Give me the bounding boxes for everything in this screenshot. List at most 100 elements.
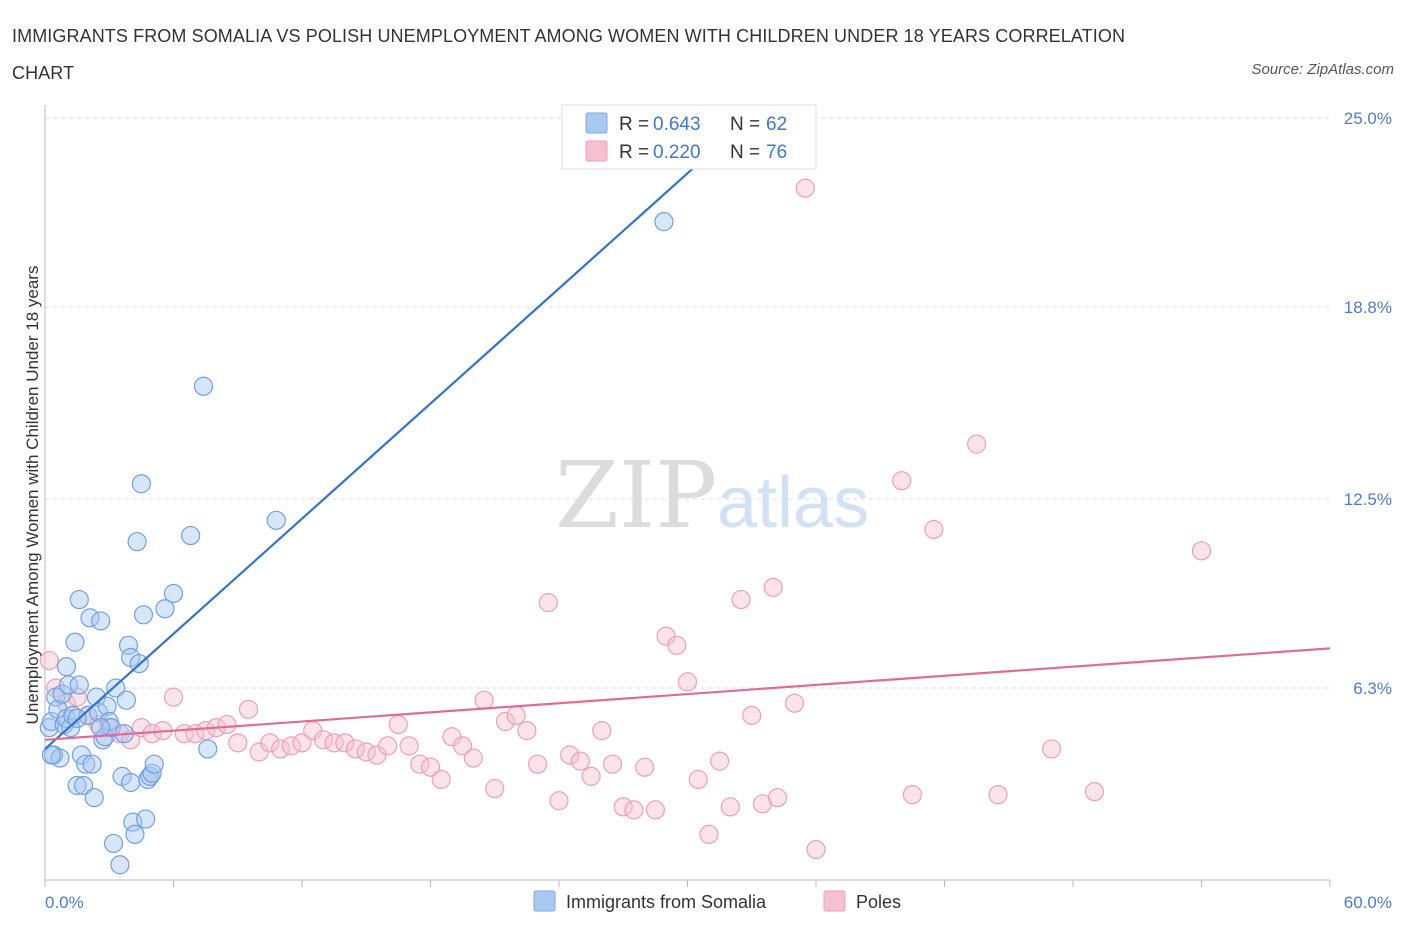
poles-point (270, 739, 291, 759)
poles-point (763, 577, 783, 597)
somalia-point (69, 675, 89, 695)
legend-swatch-poles (585, 140, 608, 162)
somalia-point (125, 824, 145, 844)
legend-n-value-somalia: 62 (766, 114, 787, 135)
poles-point (1084, 782, 1105, 802)
poles-point (378, 736, 398, 756)
watermark-zip: ZIP (555, 442, 717, 549)
somalia-point (56, 657, 77, 677)
poles-point (228, 733, 248, 753)
y-tick-labels: 6.3% 12.5% 18.8% 25.0% (1344, 109, 1392, 698)
poles-point (292, 733, 312, 753)
poles-point (731, 589, 751, 610)
x-tick-label: 0.0% (45, 893, 84, 912)
poles-point (324, 733, 344, 753)
series-poles-points (39, 178, 1212, 860)
somalia-point (58, 675, 79, 695)
legend-r-label-poles: R = (619, 142, 649, 163)
somalia-point (181, 525, 201, 546)
legend-r-value-poles: 0.220 (653, 142, 701, 163)
somalia-point (140, 766, 160, 786)
somalia-point (41, 745, 62, 765)
poles-point (335, 733, 355, 753)
poles-point (1041, 739, 1062, 759)
poles-point (281, 736, 301, 756)
somalia-point (654, 212, 674, 232)
legend: R = 0.643 N = 62 R = 0.220 N = 76 (561, 104, 817, 170)
poles-point (527, 754, 548, 774)
poles-point (399, 736, 419, 756)
x-tick-labels: 0.0% 60.0% (45, 893, 1392, 912)
somalia-point (131, 474, 151, 494)
y-tick-label: 12.5% (1344, 490, 1392, 509)
poles-point (163, 687, 184, 707)
somalia-point (67, 775, 87, 796)
poles-point (699, 824, 719, 844)
poles-point (356, 742, 376, 762)
poles-point (677, 672, 698, 692)
somalia-point (84, 788, 104, 808)
poles-point (806, 839, 826, 860)
grid (45, 117, 1330, 689)
somalia-point (118, 635, 139, 655)
poles-point (560, 745, 580, 765)
watermark-atlas: atlas (717, 463, 869, 543)
somalia-point (106, 678, 126, 698)
poles-point (635, 757, 655, 777)
somalia-point (163, 583, 184, 604)
poles-point (742, 705, 762, 726)
poles-point (217, 714, 237, 735)
poles-point (549, 791, 569, 811)
poles-point (431, 769, 451, 790)
somalia-point (116, 690, 136, 710)
poles-point (495, 711, 516, 732)
poles-point (902, 785, 922, 805)
bottom-legend-label-somalia: Immigrants from Somalia (566, 892, 767, 912)
poles-point (517, 721, 537, 741)
bottom-legend: Immigrants from Somalia Poles (533, 890, 901, 912)
y-tick-label: 18.8% (1344, 298, 1392, 317)
somalia-point (80, 608, 100, 628)
legend-n-label-poles: N = (730, 142, 760, 163)
somalia-trend-line (44, 162, 699, 750)
poles-point (924, 519, 944, 540)
poles-point (710, 751, 730, 771)
poles-point (260, 733, 280, 753)
somalia-point (91, 611, 111, 631)
poles-point (410, 754, 430, 774)
poles-point (463, 748, 483, 768)
somalia-point (133, 605, 154, 625)
poles-point (1191, 541, 1212, 561)
bottom-legend-swatch-somalia (533, 890, 556, 912)
somalia-point (198, 739, 218, 759)
watermark: ZIP atlas (555, 442, 869, 549)
poles-point (453, 736, 473, 756)
poles-point (570, 751, 591, 771)
poles-point (592, 721, 612, 741)
bottom-legend-swatch-poles (823, 890, 846, 912)
somalia-point (103, 833, 124, 854)
somalia-point (127, 532, 147, 552)
somalia-point (69, 589, 89, 610)
poles-point (581, 766, 601, 786)
somalia-point (144, 754, 164, 774)
somalia-point (136, 809, 156, 829)
somalia-point (76, 754, 96, 774)
poles-point (538, 593, 558, 613)
bottom-legend-label-poles: Poles (856, 892, 901, 912)
poles-point (238, 699, 259, 719)
legend-n-label-somalia: N = (730, 114, 760, 135)
poles-point (388, 714, 408, 735)
somalia-point (97, 696, 117, 716)
poles-point (624, 800, 644, 820)
legend-r-value-somalia: 0.643 (653, 114, 701, 135)
somalia-point (155, 599, 175, 619)
somalia-point (91, 717, 111, 738)
y-tick-label: 6.3% (1353, 679, 1392, 698)
poles-point (474, 690, 494, 710)
poles-point (39, 650, 59, 671)
poles-point (313, 730, 334, 750)
poles-point (767, 788, 788, 808)
poles-trend-line (44, 647, 1331, 741)
